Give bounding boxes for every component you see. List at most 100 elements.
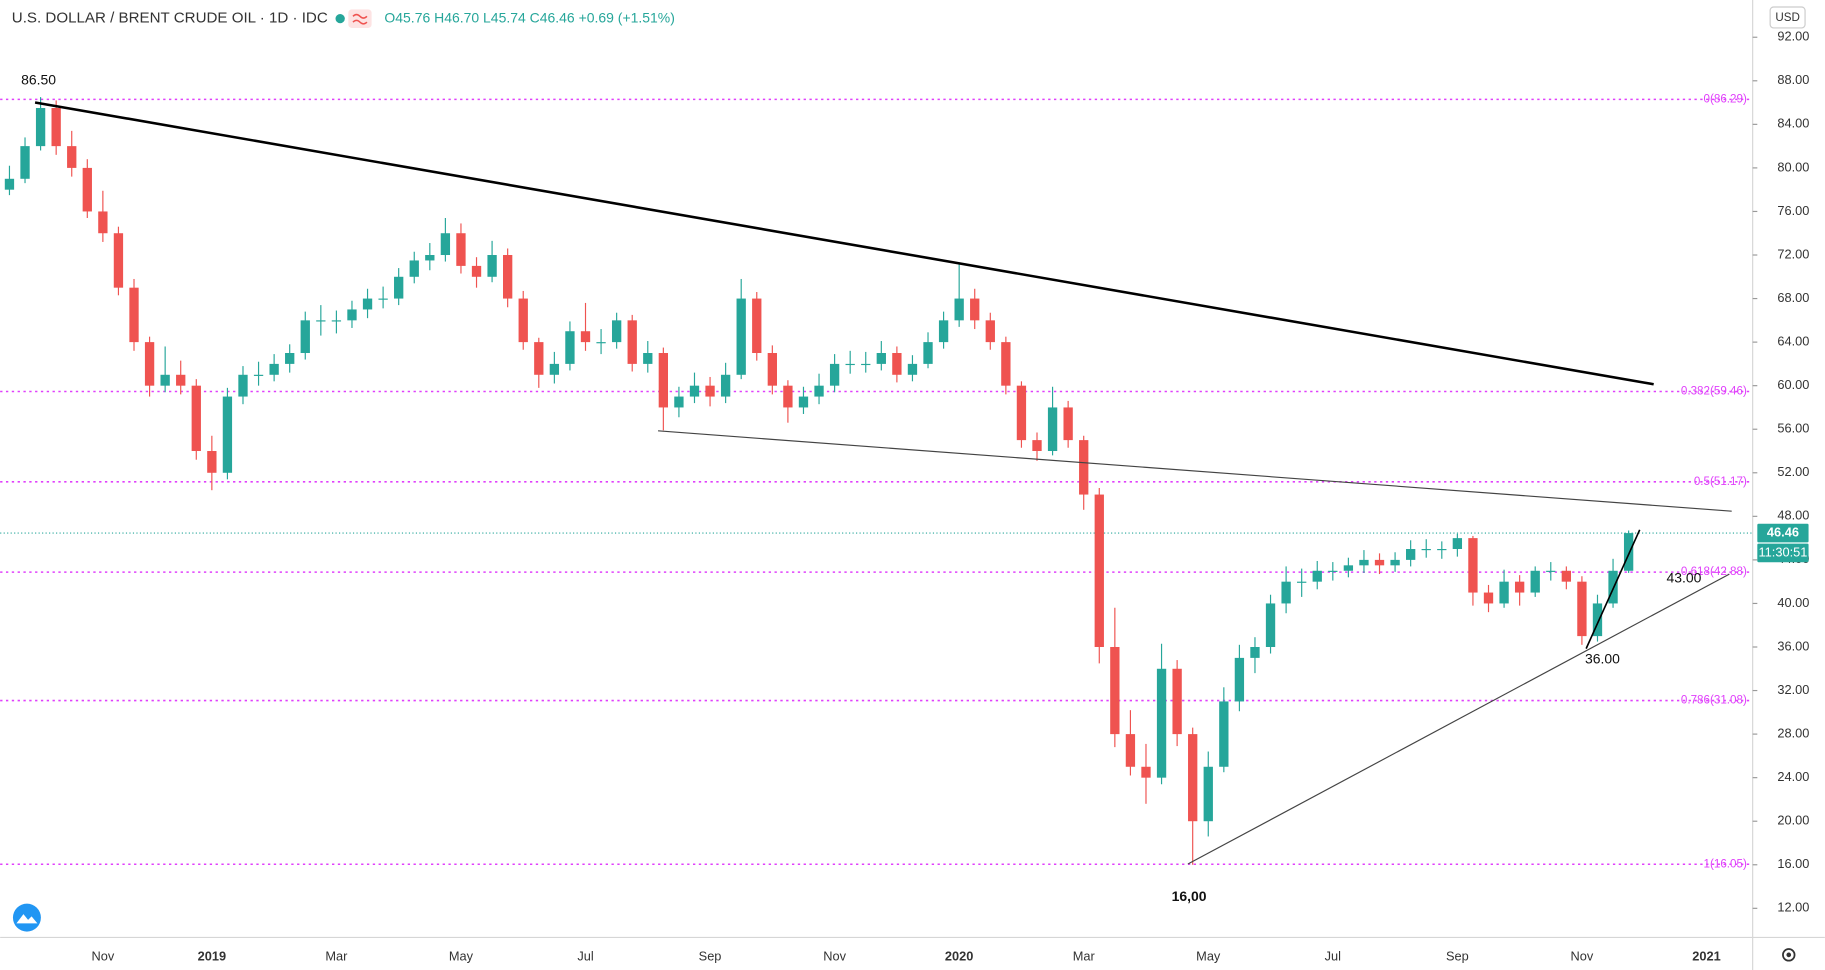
candle-body [1499,581,1509,604]
candle-body [985,320,995,343]
overlay: 46.46 11:30:51 86.50 16,00 36.00 43.00 [21,72,1809,904]
trend-line [34,101,1654,386]
candle-body [4,178,15,190]
candle-body [1374,559,1385,566]
symbol-title: U.S. DOLLAR / BRENT CRUDE OIL · 1D · IDC [12,10,328,27]
candle-body [1156,668,1167,778]
annotation: 43.00 [1666,570,1701,586]
candle-body [1359,559,1369,566]
y-tick-label: 68.00 [1777,290,1809,305]
candle-body [1514,581,1525,593]
candle-body [954,298,964,321]
y-tick-label: 52.00 [1777,464,1809,479]
logo [12,903,41,932]
status-dot [335,13,345,24]
x-tick-label: Sep [699,949,722,964]
candle-body [51,108,61,147]
candles [4,97,1634,865]
candle-body [456,233,466,266]
candle-body [1001,342,1011,386]
candle-body [752,298,762,354]
candle-body [238,374,248,397]
candle-body [1125,734,1136,767]
last-price-label: 46.46 [1767,524,1799,539]
candle-body [471,265,482,277]
candle-body [876,353,886,364]
candle-body [861,363,871,366]
countdown-tag [1757,543,1809,563]
settings-button[interactable] [1782,948,1796,962]
candle-body [1561,570,1572,582]
trend-line [658,430,1732,512]
candle-body [829,363,840,386]
candle-body [643,353,653,364]
candle-body [1141,766,1151,778]
candle-body [98,211,108,234]
y-tick-label: 72.00 [1777,246,1809,261]
x-tick-label: 2020 [945,949,973,964]
y-tick-label: 20.00 [1777,813,1809,828]
candle-body [253,374,264,376]
candle-body [627,320,637,364]
x-tick-label: May [1196,949,1221,964]
candle-body [1312,570,1322,582]
candle-body [938,320,949,343]
y-tick-label: 80.00 [1777,159,1809,174]
candle-body [378,298,388,300]
annotation: 86.50 [21,72,56,88]
candle-body [720,374,731,397]
candle-body [1203,766,1213,822]
y-tick-label: 40.00 [1777,595,1809,610]
candle-body [207,451,217,473]
candle-body [1234,657,1245,702]
candle-body [160,374,170,386]
candle-body [331,320,342,322]
candle-body [222,396,233,473]
candle-body [1328,570,1338,572]
level-label: 0.382(59.46) [1681,385,1747,398]
candle-body [1297,581,1307,583]
level-label: 0(86.29) [1704,92,1747,105]
candle-body [129,287,139,343]
candle-body [113,233,124,288]
x-tick-label: Sep [1446,949,1469,964]
candle-body [1421,549,1431,551]
x-tick-label: Jul [577,949,593,964]
candle-body [1094,494,1104,647]
candle-body [1343,565,1354,571]
x-tick-label: 2019 [198,949,226,964]
y-tick-label: 92.00 [1777,29,1809,44]
candle-body [1265,603,1276,647]
candle-body [1546,570,1556,572]
candle-body [285,353,295,364]
y-tick-label: 88.00 [1777,72,1809,87]
candle-body [1623,533,1634,571]
candle-body [269,363,279,375]
annotation: 16,00 [1172,888,1207,904]
y-tick-label: 56.00 [1777,421,1809,436]
candle-body [518,298,528,343]
candle-body [580,331,591,343]
annotation: 36.00 [1585,650,1620,666]
candle-body [347,309,357,321]
candle-body [1468,538,1478,593]
currency-button[interactable] [1769,6,1806,29]
currency: USD [1775,11,1800,24]
candle-body [1437,549,1447,551]
y-tick-label: 76.00 [1777,203,1809,218]
candle-body [658,353,669,408]
y-tick-label: 32.00 [1777,682,1809,697]
candle-body [1016,385,1027,441]
candle-body [487,255,497,277]
candle-body [1406,549,1416,560]
y-tick-label: 48.00 [1777,508,1809,523]
status-icon [352,13,368,25]
candle-body [362,298,373,310]
candle-body [1577,581,1587,637]
candle-body [394,276,404,299]
candle-body [1281,581,1291,604]
axis: 12.00 16.00 20.00 24.00 28.00 32.00 36.00 40.00… [91,29,1809,964]
candle-body [596,342,606,344]
x-tick-label: Nov [823,949,846,964]
x-tick-label: May [449,949,474,964]
